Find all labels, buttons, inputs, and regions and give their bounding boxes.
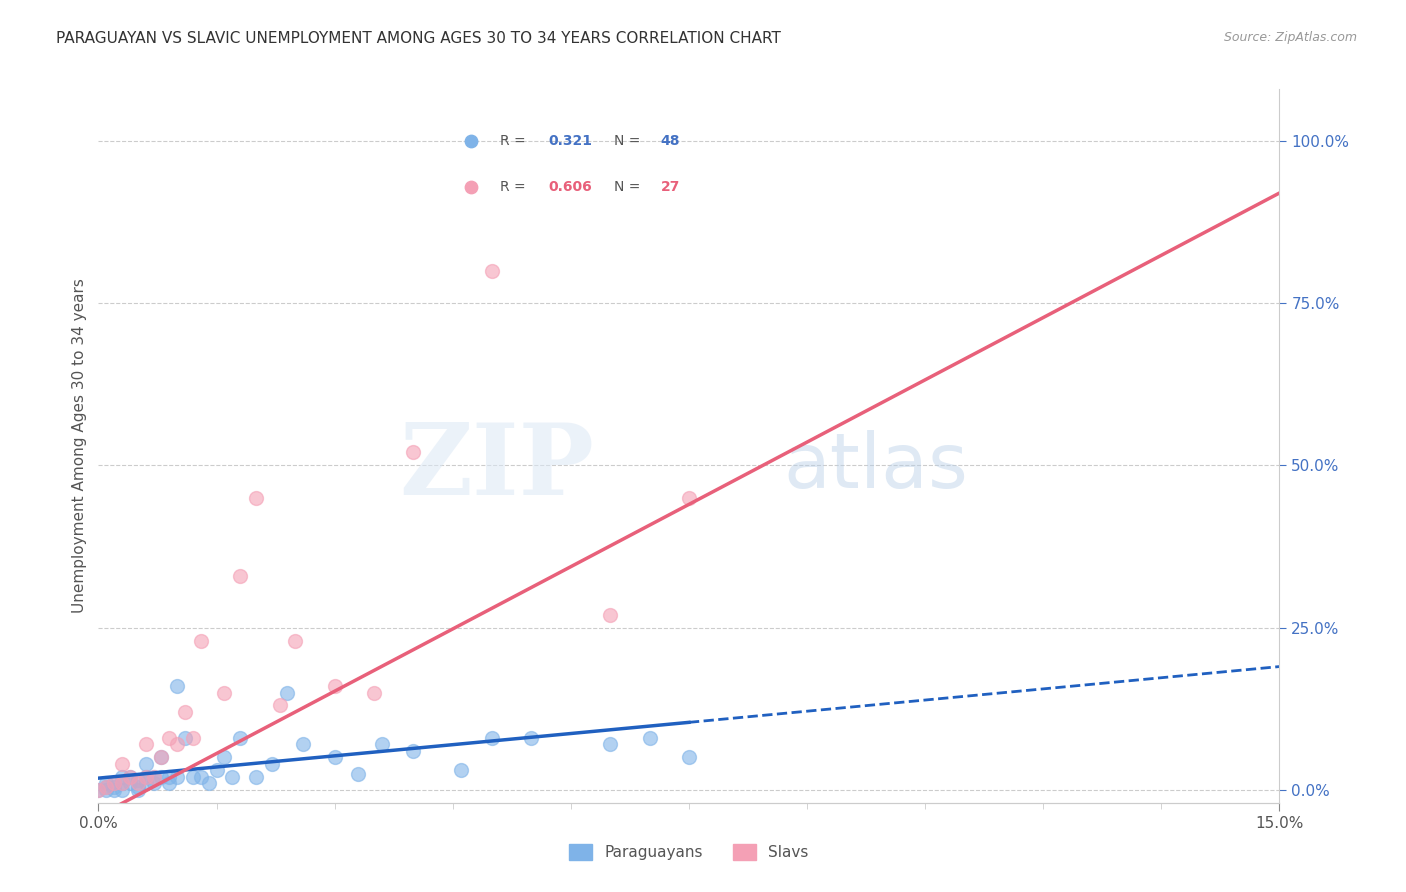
Point bbox=[197, 776, 219, 790]
Point bbox=[245, 491, 267, 505]
Point bbox=[111, 756, 134, 771]
Point bbox=[214, 750, 236, 764]
Text: atlas: atlas bbox=[783, 431, 969, 504]
Point bbox=[481, 264, 503, 278]
Point bbox=[481, 731, 503, 745]
Point bbox=[450, 764, 472, 778]
Point bbox=[135, 770, 157, 784]
Point bbox=[96, 780, 118, 794]
Point bbox=[96, 780, 118, 794]
Point bbox=[174, 705, 197, 719]
Point bbox=[323, 750, 346, 764]
Point bbox=[599, 607, 621, 622]
Point bbox=[103, 780, 125, 794]
Point bbox=[269, 698, 291, 713]
Point bbox=[103, 782, 125, 797]
Point bbox=[599, 738, 621, 752]
Point bbox=[221, 770, 243, 784]
Point bbox=[157, 770, 180, 784]
Point bbox=[118, 776, 141, 790]
Point bbox=[150, 750, 173, 764]
Point bbox=[174, 731, 197, 745]
Point bbox=[157, 776, 180, 790]
Point bbox=[520, 731, 543, 745]
Point bbox=[276, 685, 298, 699]
Point bbox=[678, 491, 700, 505]
Point bbox=[402, 744, 425, 758]
Point bbox=[190, 770, 212, 784]
Point bbox=[245, 770, 267, 784]
Point bbox=[347, 766, 370, 780]
Point bbox=[363, 685, 385, 699]
Point bbox=[181, 770, 204, 784]
Point bbox=[87, 782, 110, 797]
Y-axis label: Unemployment Among Ages 30 to 34 years: Unemployment Among Ages 30 to 34 years bbox=[72, 278, 87, 614]
Point bbox=[638, 731, 661, 745]
Point bbox=[190, 633, 212, 648]
Point bbox=[142, 776, 165, 790]
Point bbox=[142, 770, 165, 784]
Point bbox=[214, 685, 236, 699]
Point bbox=[118, 770, 141, 784]
Point bbox=[135, 770, 157, 784]
Point bbox=[103, 776, 125, 790]
Point bbox=[371, 738, 394, 752]
Text: Source: ZipAtlas.com: Source: ZipAtlas.com bbox=[1223, 31, 1357, 45]
Point bbox=[111, 770, 134, 784]
Point bbox=[150, 750, 173, 764]
Point bbox=[260, 756, 283, 771]
Point bbox=[166, 679, 188, 693]
Point bbox=[205, 764, 228, 778]
Point bbox=[127, 776, 149, 790]
Point bbox=[142, 770, 165, 784]
Point bbox=[96, 776, 118, 790]
Point bbox=[135, 756, 157, 771]
Point bbox=[323, 679, 346, 693]
Text: ZIP: ZIP bbox=[399, 419, 595, 516]
Point bbox=[127, 780, 149, 794]
Point bbox=[229, 731, 252, 745]
Point bbox=[166, 738, 188, 752]
Point bbox=[87, 782, 110, 797]
Point bbox=[103, 776, 125, 790]
Point bbox=[118, 770, 141, 784]
Point bbox=[150, 770, 173, 784]
Point bbox=[181, 731, 204, 745]
Point bbox=[292, 738, 315, 752]
Point bbox=[402, 445, 425, 459]
Point bbox=[157, 731, 180, 745]
Point bbox=[111, 782, 134, 797]
Legend: Paraguayans, Slavs: Paraguayans, Slavs bbox=[562, 838, 815, 866]
Point bbox=[111, 776, 134, 790]
Point bbox=[284, 633, 307, 648]
Text: PARAGUAYAN VS SLAVIC UNEMPLOYMENT AMONG AGES 30 TO 34 YEARS CORRELATION CHART: PARAGUAYAN VS SLAVIC UNEMPLOYMENT AMONG … bbox=[56, 31, 782, 46]
Point bbox=[678, 750, 700, 764]
Point bbox=[229, 568, 252, 582]
Point bbox=[127, 773, 149, 788]
Point bbox=[135, 776, 157, 790]
Point bbox=[127, 782, 149, 797]
Point bbox=[166, 770, 188, 784]
Point bbox=[111, 776, 134, 790]
Point bbox=[96, 782, 118, 797]
Point bbox=[135, 738, 157, 752]
